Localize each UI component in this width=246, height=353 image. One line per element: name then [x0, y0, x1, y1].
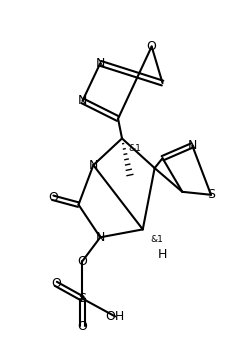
- Text: N: N: [96, 57, 105, 70]
- Text: H: H: [158, 247, 167, 261]
- Text: O: O: [147, 40, 157, 53]
- Text: S: S: [207, 188, 215, 201]
- Text: &1: &1: [150, 235, 163, 244]
- Text: N: N: [89, 158, 98, 172]
- Text: O: O: [48, 191, 58, 204]
- Text: OH: OH: [106, 310, 125, 323]
- Text: S: S: [78, 292, 86, 305]
- Text: O: O: [77, 255, 87, 268]
- Text: O: O: [51, 277, 61, 290]
- Text: O: O: [77, 320, 87, 333]
- Text: &1: &1: [128, 144, 141, 153]
- Text: N: N: [96, 231, 105, 244]
- Text: N: N: [78, 94, 87, 107]
- Text: N: N: [187, 139, 197, 152]
